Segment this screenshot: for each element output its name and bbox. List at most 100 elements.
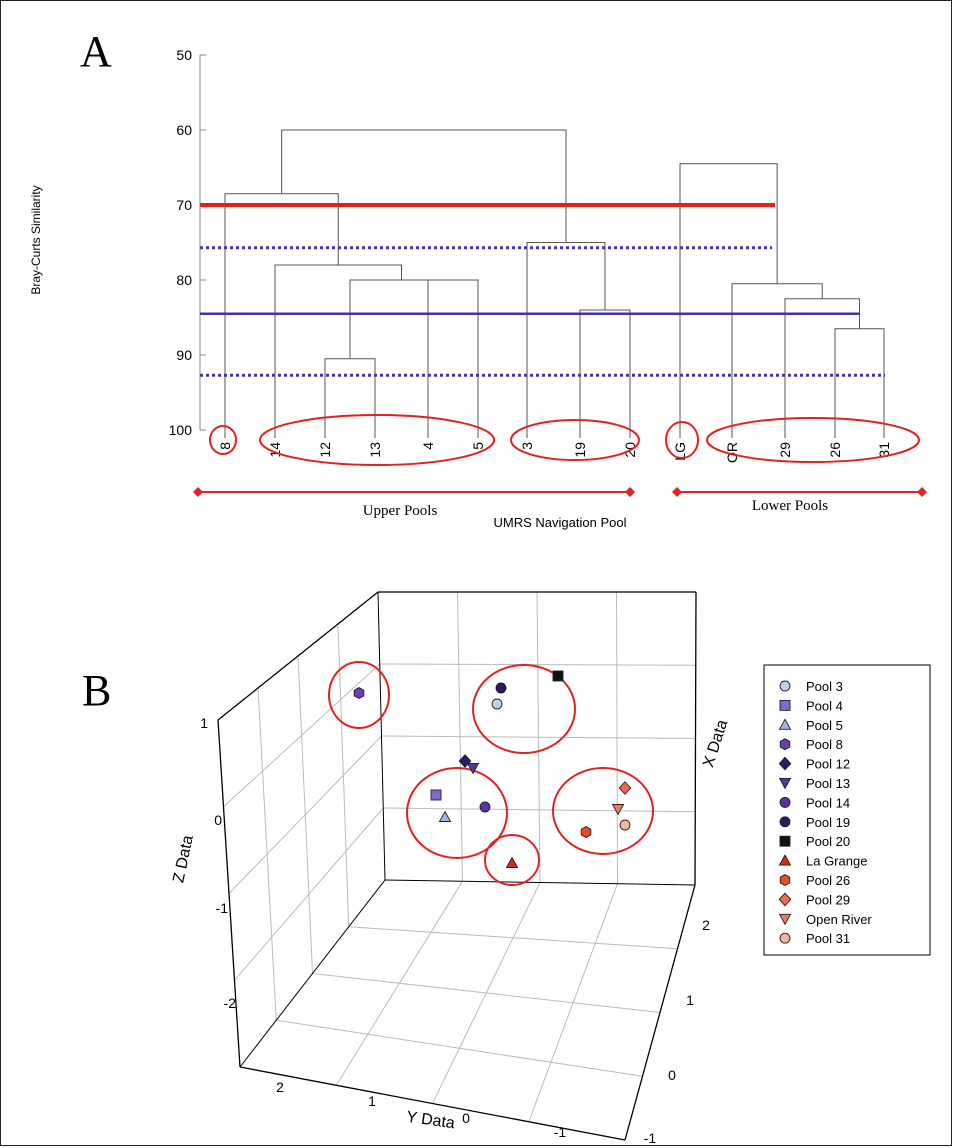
legend-label: Pool 3 [806,679,843,694]
gridline [257,687,277,1021]
legend-label: Pool 4 [806,698,843,713]
cluster-circle-3d [406,767,508,859]
legend-label: Pool 31 [806,931,850,946]
legend-label: Open River [806,912,872,927]
x-tick-label-3d: -1 [644,1130,657,1146]
leaf-label: OR [724,442,740,463]
y-tick-label-3d: 0 [462,1110,470,1126]
box-edge [217,719,241,1068]
dendrogram-leaf-labels: 8 14 12 13 4 5 3 19 20 LG OR 29 26 31 [217,442,892,463]
box-edge [239,879,386,1068]
point-pool-19 [495,682,507,694]
lower-pools-label: Lower Pools [752,498,828,514]
z-tick-label: -2 [224,995,237,1011]
point-la-grange [505,856,519,868]
legend-marker [779,680,791,692]
cluster-circle-3d [328,661,390,729]
z-axis-title: Z Data [170,834,197,885]
dendrogram-link [679,163,778,438]
legend-label: Pool 8 [806,737,843,752]
dendrogram-link [731,283,823,438]
y-tick-label: 70 [176,197,192,213]
gridline [297,655,313,974]
y-tick-label-3d: 1 [368,1093,376,1109]
dendrogram-y-axis-title: Bray-Curts Similarity [29,185,43,294]
gridline [528,883,618,1122]
legend-marker [779,873,791,887]
legend-marker [778,892,792,907]
3d-cluster-circles [328,661,654,886]
legend-marker [779,738,791,751]
lower-pools-range: Lower Pools [672,487,927,514]
point-pool-13 [466,763,480,775]
cluster-circle [706,417,920,463]
dendrogram-link [349,279,453,359]
lower-pools-right-marker [917,487,927,497]
legend-marker [779,932,791,944]
gridline [379,663,696,666]
leaf-label: 29 [777,442,793,458]
cluster-circle [665,421,699,459]
dendrogram-link [526,242,606,438]
leaf-label: 12 [317,442,333,458]
cluster-circle [209,425,237,455]
upper-pools-right-marker [625,487,635,497]
point-pool-8 [353,686,365,700]
legend-box [763,664,931,956]
point-pool-14 [479,801,491,813]
upper-pools-left-marker [193,487,203,497]
leaf-label: 3 [519,442,535,450]
gridline [383,807,696,813]
point-pool-20 [552,670,564,682]
gridline [381,735,696,739]
legend-marker [779,796,791,808]
legend-marker [779,816,791,828]
legend-marker [778,778,792,790]
y-tick-label: 80 [176,272,192,288]
y-tick-label-3d: -1 [554,1124,567,1140]
cluster-circle [510,419,640,461]
legend-label: Pool 13 [806,776,850,791]
cluster-circle-3d [484,834,540,886]
legend-label: Pool 26 [806,873,850,888]
dendrogram-links [224,129,885,438]
z-tick-label: 1 [200,715,208,731]
legend-marker [779,699,791,711]
point-pool-31 [619,819,631,831]
dendrogram-cluster-circles [209,414,920,466]
gridline [335,880,463,1086]
dendrogram-link [274,264,402,438]
point-open-river [611,804,625,816]
box-edge [239,1066,626,1141]
legend-label: Pool 14 [806,795,850,810]
box-edge [694,591,697,886]
legend: Pool 3 Pool 4 Pool 5 Pool 8 Pool 12 Pool 13 Po… [763,664,931,956]
x-tick-label-3d: 2 [702,917,710,933]
leaf-label: 5 [470,442,486,450]
cluster-circle-3d [552,767,654,855]
legend-label: Pool 12 [806,757,850,772]
y-tick-label: 90 [176,347,192,363]
3d-box-gridlines [223,591,696,1122]
dendrogram-cut-lines [200,203,885,377]
point-pool-4 [430,789,442,801]
legend-label: Pool 29 [806,892,850,907]
leaf-label: 26 [827,442,843,458]
point-pool-29 [618,781,632,795]
legend-label: Pool 19 [806,815,850,830]
point-pool-26 [580,825,592,839]
legend-marker [778,718,792,730]
leaf-label: 13 [367,442,383,458]
panel-a-label: A [80,27,112,76]
x-tick-label-3d: 0 [668,1067,676,1083]
lower-pools-left-marker [672,487,682,497]
panel-a-dendrogram: A Bray-Curts Similarity 50 60 70 80 90 100 8 1… [29,27,927,530]
dendrogram-link [324,358,376,438]
panel-b-label: B [82,666,111,715]
point-pool-3 [491,698,503,710]
dendrogram-x-axis-title: UMRS Navigation Pool [494,515,627,530]
box-edge [384,879,696,886]
